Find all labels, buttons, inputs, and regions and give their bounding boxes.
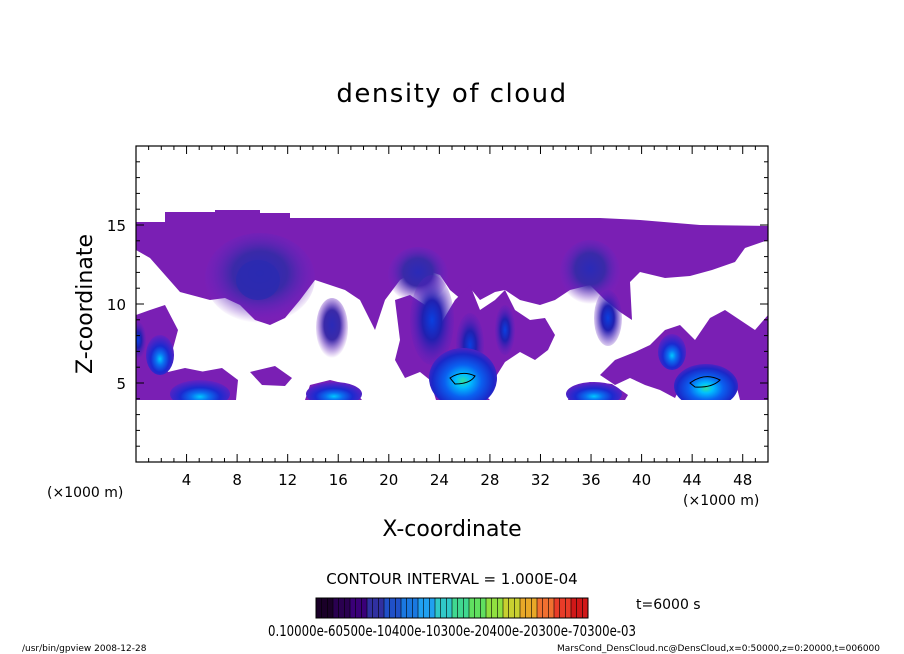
low-cell-c [429,348,497,408]
colorbar-swatch [469,598,475,618]
x-tick-label: 40 [632,471,651,489]
lower-cloud-mid-left [250,366,292,386]
colorbar-swatch [406,598,413,618]
colorbar-swatch [486,598,492,618]
colorbar-labels: 0.10000e-60500e-10400e-10300e-20400e-203… [268,622,636,640]
x-tick-label: 12 [278,471,297,489]
colorbar-swatch [316,598,322,618]
colorbar-swatch [525,598,532,618]
colorbar-swatch [582,598,589,618]
colorbar-swatch [401,598,407,618]
x-unit-left: (×1000 m) [47,485,123,501]
y-axis: 5 10 15 [107,161,768,447]
colorbar-swatch [480,598,487,618]
colorbar-swatch [542,598,549,618]
x-tick-label: 20 [379,471,398,489]
colorbar-swatch [520,598,526,618]
colorbar-swatch [571,598,577,618]
colorbar-swatch [412,598,419,618]
y-tick-label: 5 [116,375,126,393]
cloud-density-field [136,210,768,462]
low-cell-e [674,364,738,408]
colorbar-swatch [548,598,555,618]
colorbar-swatch [531,598,538,618]
colorbar-swatch [350,598,356,618]
colorbar-swatch [474,598,481,618]
contour-interval: CONTOUR INTERVAL = 1.000E-04 [326,570,577,588]
colorbar-swatch [503,598,509,618]
x-unit-right: (×1000 m) [683,493,759,509]
colorbar-swatch [559,598,566,618]
colorbar-swatch [372,598,379,618]
colorbar-swatch [423,598,430,618]
colorbar-swatch [554,598,560,618]
x-tick-label: 48 [733,471,752,489]
colorbar-swatch [440,598,447,618]
x-tick-label: 4 [182,471,192,489]
y-tick-label: 15 [107,217,126,235]
x-tick-label: 36 [581,471,600,489]
x-tick-label: 8 [232,471,242,489]
x-tick-label: 32 [531,471,550,489]
x-axis-title: X-coordinate [382,517,521,542]
chart-title: density of cloud [336,79,567,109]
colorbar-swatch [327,598,334,618]
x-tick-label: 44 [683,471,702,489]
y-axis-title: Z-coordinate [73,234,98,374]
colorbar-swatch [367,598,373,618]
x-tick-label: 28 [480,471,499,489]
colorbar-swatch [321,598,328,618]
colorbar-swatch [463,598,470,618]
x-tick-label: 16 [329,471,348,489]
cell-2 [316,298,348,358]
colorbar-swatch [497,598,504,618]
x-tick-label: 24 [430,471,449,489]
colorbar-swatch [457,598,464,618]
time-label: t=6000 s [636,597,701,613]
colorbar-swatch [537,598,543,618]
colorbar-swatch [395,598,402,618]
colorbar-swatch [355,598,362,618]
y-tick-label: 10 [107,296,126,314]
footer-source: MarsCond_DensCloud.nc@DensCloud,x=0:5000… [557,644,880,654]
colorbar-swatch [435,598,441,618]
colorbar-swatch [429,598,436,618]
colorbar-swatch [418,598,424,618]
colorbar-swatch [333,598,339,618]
colorbar-swatch [378,598,385,618]
footer-program: /usr/bin/gpview 2008-12-28 [22,644,147,654]
colorbar-swatch [576,598,583,618]
x-axis: 4 8 12 16 20 24 28 32 36 40 44 48 [148,146,756,489]
colorbar-swatch [491,598,498,618]
colorbar-swatch [384,598,390,618]
colorbar-swatch [338,598,345,618]
colorbar-swatch [452,598,458,618]
colorbar-swatch [344,598,351,618]
colorbar-swatch [514,598,521,618]
colorbar [315,598,589,618]
colorbar-swatch [361,598,368,618]
colorbar-swatch [389,598,396,618]
colorbar-swatch [565,598,572,618]
colorbar-swatch [446,598,453,618]
colorbar-swatch [508,598,515,618]
cell-4 [560,240,620,304]
